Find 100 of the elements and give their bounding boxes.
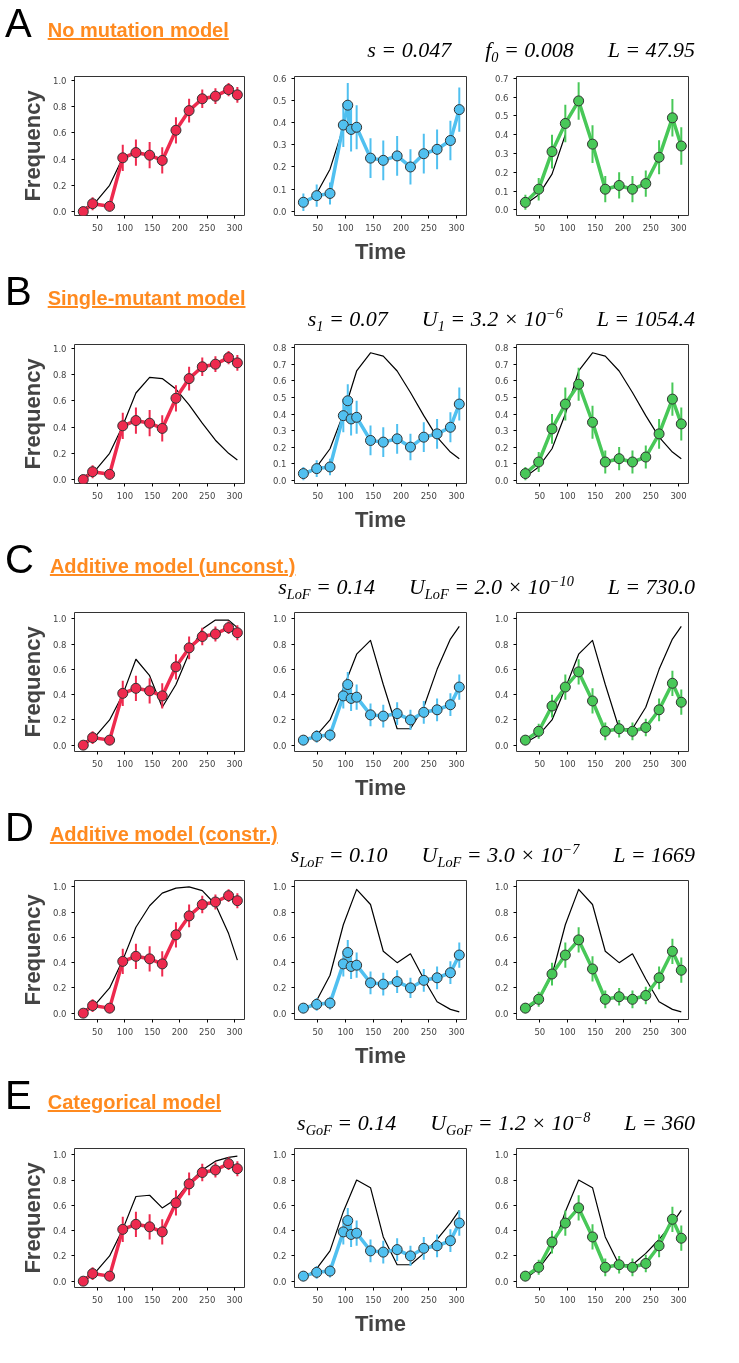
x-tick-label: 100 <box>559 758 576 769</box>
y-tick-label: 0.5 <box>272 392 287 403</box>
y-tick-label: 0.0 <box>494 740 509 751</box>
x-tick-label: 100 <box>116 758 134 769</box>
x-tick-label: 100 <box>337 222 354 233</box>
y-tick-label: 0.6 <box>52 1200 67 1211</box>
chart-title: Additive model (constr.) <box>49 823 278 846</box>
y-tick-label: 1.0 <box>52 75 67 86</box>
text: E <box>5 1073 32 1117</box>
y-tick-label: 0.0 <box>494 1276 509 1287</box>
y-tick-label: 0.5 <box>272 96 287 107</box>
y-tick-label: 0.4 <box>52 422 67 433</box>
y-tick-label: 0.0 <box>52 1008 67 1019</box>
x-tick-label: 100 <box>337 1026 354 1037</box>
y-tick-label: 0.6 <box>494 92 509 103</box>
y-tick-label: 0.2 <box>272 1251 287 1262</box>
x-tick-label: 200 <box>392 222 410 233</box>
x-tick-label: 150 <box>144 1294 161 1305</box>
y-tick-label: 0.0 <box>272 206 287 217</box>
x-tick-label: 150 <box>587 1026 604 1037</box>
y-tick-label: 0.6 <box>272 1200 287 1211</box>
x-tick-label: 300 <box>448 222 465 233</box>
x-tick-label: 300 <box>670 758 687 769</box>
x-tick-label: 50 <box>534 490 546 501</box>
x-tick-label: 200 <box>614 222 632 233</box>
x-tick-label: 300 <box>670 1294 687 1305</box>
y-tick-label: 0.1 <box>272 459 287 470</box>
y-tick-label: 0.0 <box>272 1276 287 1287</box>
x-tick-label: 150 <box>587 490 604 501</box>
y-tick-label: 0.3 <box>494 426 509 437</box>
y-tick-label: 0.4 <box>494 130 509 141</box>
x-tick-label: 100 <box>337 1294 354 1305</box>
y-tick-label: 1.0 <box>494 1150 509 1161</box>
y-tick-label: 0.0 <box>494 1008 509 1019</box>
y-tick-label: 0.4 <box>52 690 67 701</box>
y-axis-title: Frequency <box>19 625 45 738</box>
x-tick-label: 300 <box>670 1026 687 1037</box>
x-tick-label: 300 <box>448 490 465 501</box>
x-tick-label: 50 <box>534 1026 546 1037</box>
text: B <box>5 269 32 313</box>
y-tick-label: 0.6 <box>272 376 287 387</box>
x-tick-label: 100 <box>559 490 576 501</box>
y-tick-label: 0.2 <box>272 442 287 453</box>
x-tick-label: 150 <box>365 1294 382 1305</box>
x-tick-label: 100 <box>559 1026 576 1037</box>
y-axis-title: Frequency <box>19 89 45 202</box>
y-tick-label: 0.0 <box>52 207 67 218</box>
y-tick-label: 0.0 <box>52 1276 67 1287</box>
y-tick-label: 0.3 <box>494 149 509 160</box>
y-tick-label: 0.2 <box>52 715 67 726</box>
text: L = 1669 <box>613 842 695 868</box>
x-tick-label: 50 <box>312 1026 324 1037</box>
x-tick-label: 150 <box>365 1026 382 1037</box>
x-tick-label: 300 <box>670 490 687 501</box>
y-tick-label: 1.0 <box>272 614 287 625</box>
y-tick-label: 0.2 <box>52 448 67 459</box>
x-tick-label: 50 <box>312 222 324 233</box>
x-tick-label: 250 <box>199 758 216 769</box>
text: s$_{LoF}$ = 0.10 <box>290 842 388 871</box>
x-tick-label: 150 <box>365 490 382 501</box>
y-tick-label: 0.0 <box>52 740 67 751</box>
x-tick-label: 100 <box>559 222 576 233</box>
y-tick-label: 0.4 <box>494 690 509 701</box>
x-tick-label: 50 <box>92 222 103 233</box>
y-tick-label: 0.8 <box>52 1175 67 1186</box>
x-tick-label: 250 <box>420 758 437 769</box>
y-tick-label: 0.4 <box>272 118 287 129</box>
x-tick-label: 250 <box>420 222 437 233</box>
x-tick-label: 300 <box>226 490 243 501</box>
y-tick-label: 0.2 <box>52 983 67 994</box>
text: s = 0.047 <box>367 37 452 62</box>
y-tick-label: 0.2 <box>494 715 509 726</box>
x-tick-label: 250 <box>420 1294 437 1305</box>
y-tick-label: 0.6 <box>494 932 509 943</box>
y-tick-label: 0.0 <box>494 475 509 486</box>
x-tick-label: 150 <box>587 1294 604 1305</box>
y-tick-label: 0.8 <box>52 639 67 650</box>
y-tick-label: 0.2 <box>272 162 287 173</box>
y-tick-label: 0.4 <box>494 1226 509 1237</box>
text: L = 730.0 <box>607 574 695 600</box>
text: L = 1054.4 <box>596 306 695 332</box>
y-tick-label: 1.0 <box>272 882 287 893</box>
y-tick-label: 0.8 <box>52 102 67 113</box>
x-tick-label: 100 <box>559 1294 576 1305</box>
x-tick-label: 50 <box>534 758 546 769</box>
y-tick-label: 0.4 <box>272 690 287 701</box>
x-tick-label: 200 <box>614 758 632 769</box>
text: A <box>5 1 32 45</box>
x-tick-label: 50 <box>92 490 103 501</box>
y-tick-label: 0.8 <box>272 343 287 354</box>
x-tick-label: 150 <box>587 758 604 769</box>
y-tick-label: 0.8 <box>272 1175 287 1186</box>
x-tick-label: 300 <box>670 222 687 233</box>
y-tick-label: 1.0 <box>52 1150 67 1161</box>
x-tick-label: 50 <box>92 758 103 769</box>
y-tick-label: 0.1 <box>494 186 509 197</box>
x-tick-label: 200 <box>392 1026 410 1037</box>
x-tick-label: 100 <box>116 222 134 233</box>
y-tick-label: 1.0 <box>52 614 67 625</box>
x-tick-label: 200 <box>614 1026 632 1037</box>
